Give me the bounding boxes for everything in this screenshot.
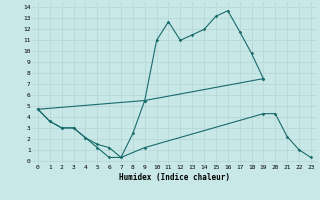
X-axis label: Humidex (Indice chaleur): Humidex (Indice chaleur) xyxy=(119,173,230,182)
